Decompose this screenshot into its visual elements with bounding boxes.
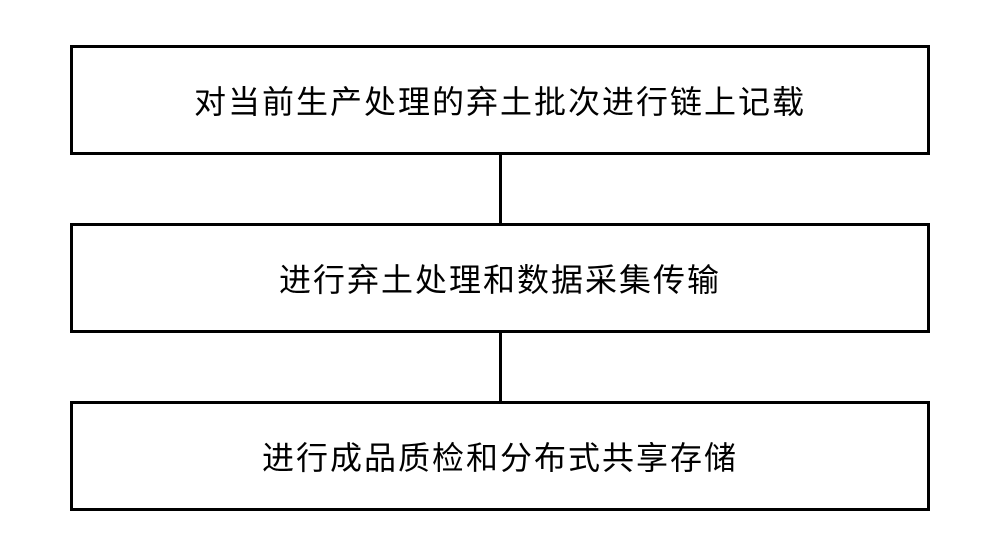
- connector-2-3: [499, 333, 502, 401]
- flow-step-3: 进行成品质检和分布式共享存储: [70, 401, 930, 511]
- flowchart-container: 对当前生产处理的弃土批次进行链上记载 进行弃土处理和数据采集传输 进行成品质检和…: [70, 45, 930, 511]
- flow-step-2-label: 进行弃土处理和数据采集传输: [279, 255, 721, 301]
- flow-step-2: 进行弃土处理和数据采集传输: [70, 223, 930, 333]
- flow-step-1-label: 对当前生产处理的弃土批次进行链上记载: [194, 77, 806, 123]
- flow-step-1: 对当前生产处理的弃土批次进行链上记载: [70, 45, 930, 155]
- connector-1-2: [499, 155, 502, 223]
- flow-step-3-label: 进行成品质检和分布式共享存储: [262, 433, 738, 479]
